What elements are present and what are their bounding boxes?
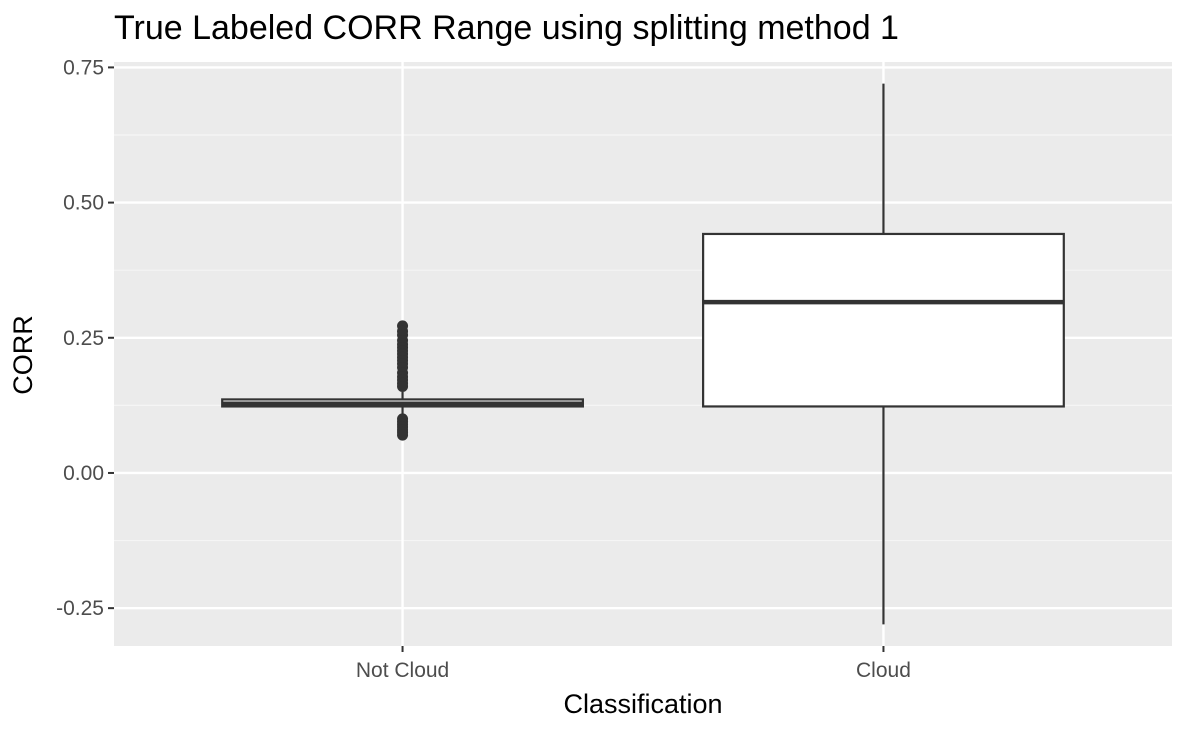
y-tick-label: 0.00: [63, 462, 104, 485]
y-tick-label: 0.50: [63, 192, 104, 215]
x-axis-title: Classification: [563, 689, 722, 719]
outlier-point: [397, 429, 409, 441]
box-series: [221, 83, 1065, 625]
y-tick-label: 0.75: [63, 56, 104, 79]
outlier-point: [397, 380, 409, 392]
y-axis-title: CORR: [8, 315, 38, 395]
box-cloud: [702, 83, 1065, 625]
box-not-cloud: [221, 320, 584, 441]
x-tick-label: Not Cloud: [356, 659, 449, 682]
box-iqr: [702, 232, 1065, 408]
x-axis: Not Cloud Cloud: [356, 646, 911, 682]
chart-title: True Labeled CORR Range using splitting …: [114, 9, 899, 47]
y-tick-label: -0.25: [56, 597, 104, 620]
y-tick-label: 0.25: [63, 327, 104, 350]
x-tick-label: Cloud: [856, 659, 911, 682]
y-axis: -0.25 0.00 0.25 0.50 0.75: [56, 56, 114, 620]
